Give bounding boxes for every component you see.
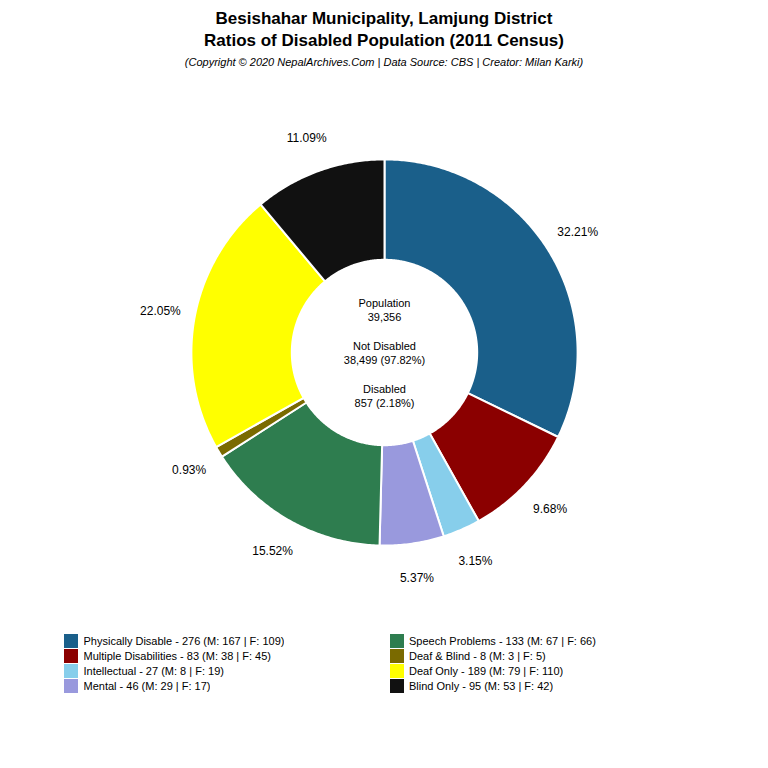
- html-text:Intellectual - 27 (M: 8 | F: 1: Intellectual - 27 (M: 8 | F: 19): [83, 665, 224, 677]
- html-text:Multiple Disabilities - 83 (M:: Multiple Disabilities - 83 (M: 38 | F: 4…: [83, 650, 271, 662]
- svg-text:Population39,356Not Disabled38: Population39,356Not Disabled38,499 (97.8…: [344, 297, 425, 409]
- svg-text:11.09%: 11.09%: [287, 131, 327, 145]
- html-text:Deaf & Blind - 8 (M: 3 | F: 5): Deaf & Blind - 8 (M: 3 | F: 5): [409, 650, 546, 662]
- html-text:Besishahar Municipality, Lamju: Besishahar Municipality, Lamjung Distric…: [215, 9, 553, 28]
- svg-text:15.52%: 15.52%: [252, 544, 293, 558]
- svg-text:3.15%: 3.15%: [458, 554, 492, 568]
- svg-text:9.68%: 9.68%: [533, 502, 567, 516]
- html-text:Blind Only - 95 (M: 53 | F: 42: Blind Only - 95 (M: 53 | F: 42): [409, 680, 554, 692]
- svg-text:22.05%: 22.05%: [140, 304, 181, 318]
- html-text:Speech Problems - 133 (M: 67 |: Speech Problems - 133 (M: 67 | F: 66): [409, 635, 596, 647]
- svg-text:0.93%: 0.93%: [172, 463, 206, 477]
- html-text:(Copyright © 2020 NepalArchive: (Copyright © 2020 NepalArchives.Com | Da…: [184, 56, 584, 68]
- html-text:Mental - 46 (M: 29 | F: 17): Mental - 46 (M: 29 | F: 17): [83, 680, 211, 692]
- html-text:Physically Disable - 276 (M: 1: Physically Disable - 276 (M: 167 | F: 10…: [83, 635, 285, 647]
- html-text:Ratios of Disabled Population: Ratios of Disabled Population (2011 Cens…: [204, 31, 564, 50]
- html-text:Deaf Only - 189 (M: 79 | F: 11: Deaf Only - 189 (M: 79 | F: 110): [409, 665, 564, 677]
- svg-text:5.37%: 5.37%: [400, 571, 434, 585]
- svg-text:32.21%: 32.21%: [557, 225, 598, 239]
